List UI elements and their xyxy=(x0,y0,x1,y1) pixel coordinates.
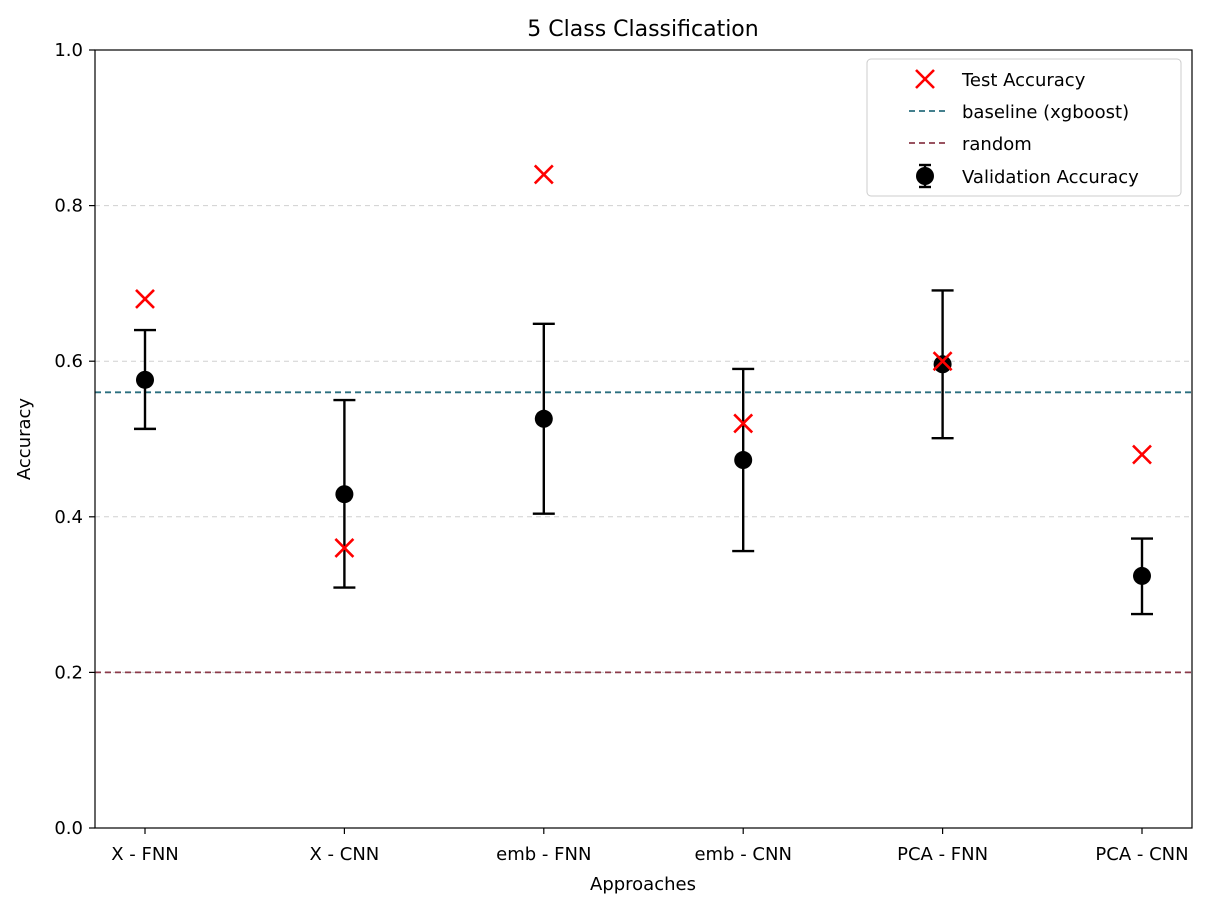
test-accuracy-marker xyxy=(533,164,554,185)
plot-frame xyxy=(94,49,1193,829)
y-axis-label: Accuracy xyxy=(14,398,35,481)
y-tick-label: 0.8 xyxy=(54,196,83,217)
chart-title: 5 Class Classification xyxy=(527,17,758,42)
test-accuracy-marker xyxy=(135,289,155,309)
test-markers xyxy=(135,164,1152,558)
legend-entry-validation-accuracy: Validation Accuracy xyxy=(916,163,1139,189)
x-tick-label: PCA - CNN xyxy=(1095,844,1188,865)
legend-label-baseline: baseline (xgboost) xyxy=(962,102,1129,123)
x-stroke xyxy=(334,538,355,558)
legend-label-test-accuracy: Test Accuracy xyxy=(961,70,1086,91)
x-tick-label: X - CNN xyxy=(310,844,380,865)
x-tick-label: emb - FNN xyxy=(496,844,591,865)
validation-points xyxy=(136,355,1151,585)
reference-lines xyxy=(95,391,1192,674)
legend-circle xyxy=(916,167,934,185)
x-tick-label: emb - CNN xyxy=(694,844,791,865)
legend-label-validation-accuracy: Validation Accuracy xyxy=(962,167,1139,188)
test-accuracy-marker xyxy=(932,351,953,372)
x-stroke xyxy=(915,69,935,89)
x-tick-label: PCA - FNN xyxy=(897,844,988,865)
validation-accuracy-point xyxy=(933,355,952,374)
x-tick-label: X - FNN xyxy=(111,844,179,865)
y-tick-label: 0.4 xyxy=(54,507,83,528)
validation-accuracy-point xyxy=(136,370,154,389)
validation-accuracy-point xyxy=(335,485,354,504)
y-tick-label: 0.0 xyxy=(54,818,83,839)
y-tick-label: 1.0 xyxy=(54,40,83,61)
x-axis-ticks: X - FNN X - CNN emb - FNN emb - CNN PCA - FN… xyxy=(111,828,1189,865)
test-accuracy-marker xyxy=(334,538,355,558)
validation-accuracy-point xyxy=(734,451,753,470)
test-accuracy-marker xyxy=(733,413,754,434)
x-stroke xyxy=(135,289,155,309)
x-stroke xyxy=(733,413,754,434)
test-accuracy-marker xyxy=(1132,444,1152,465)
x-stroke xyxy=(1132,444,1152,465)
legend-errorbar-circle-icon xyxy=(916,163,934,189)
legend-entry-test-accuracy: Test Accuracy xyxy=(915,69,1086,91)
validation-accuracy-point xyxy=(534,409,553,428)
validation-accuracy-point xyxy=(1133,566,1151,585)
x-axis-label: Approaches xyxy=(590,874,696,895)
legend: Test Accuracy baseline (xgboost) random … xyxy=(866,58,1182,197)
legend-box xyxy=(866,58,1182,197)
legend-label-random: random xyxy=(962,134,1032,155)
legend-entry-random: random xyxy=(909,134,1032,155)
y-tick-label: 0.6 xyxy=(54,351,83,372)
legend-entry-baseline: baseline (xgboost) xyxy=(909,102,1129,123)
legend-x-marker-icon xyxy=(915,69,935,89)
y-tick-label: 0.2 xyxy=(54,662,83,683)
x-stroke xyxy=(533,164,554,185)
x-stroke xyxy=(932,351,953,372)
y-axis-ticks: 0.0 0.2 0.4 0.6 0.8 1.0 xyxy=(54,40,95,839)
